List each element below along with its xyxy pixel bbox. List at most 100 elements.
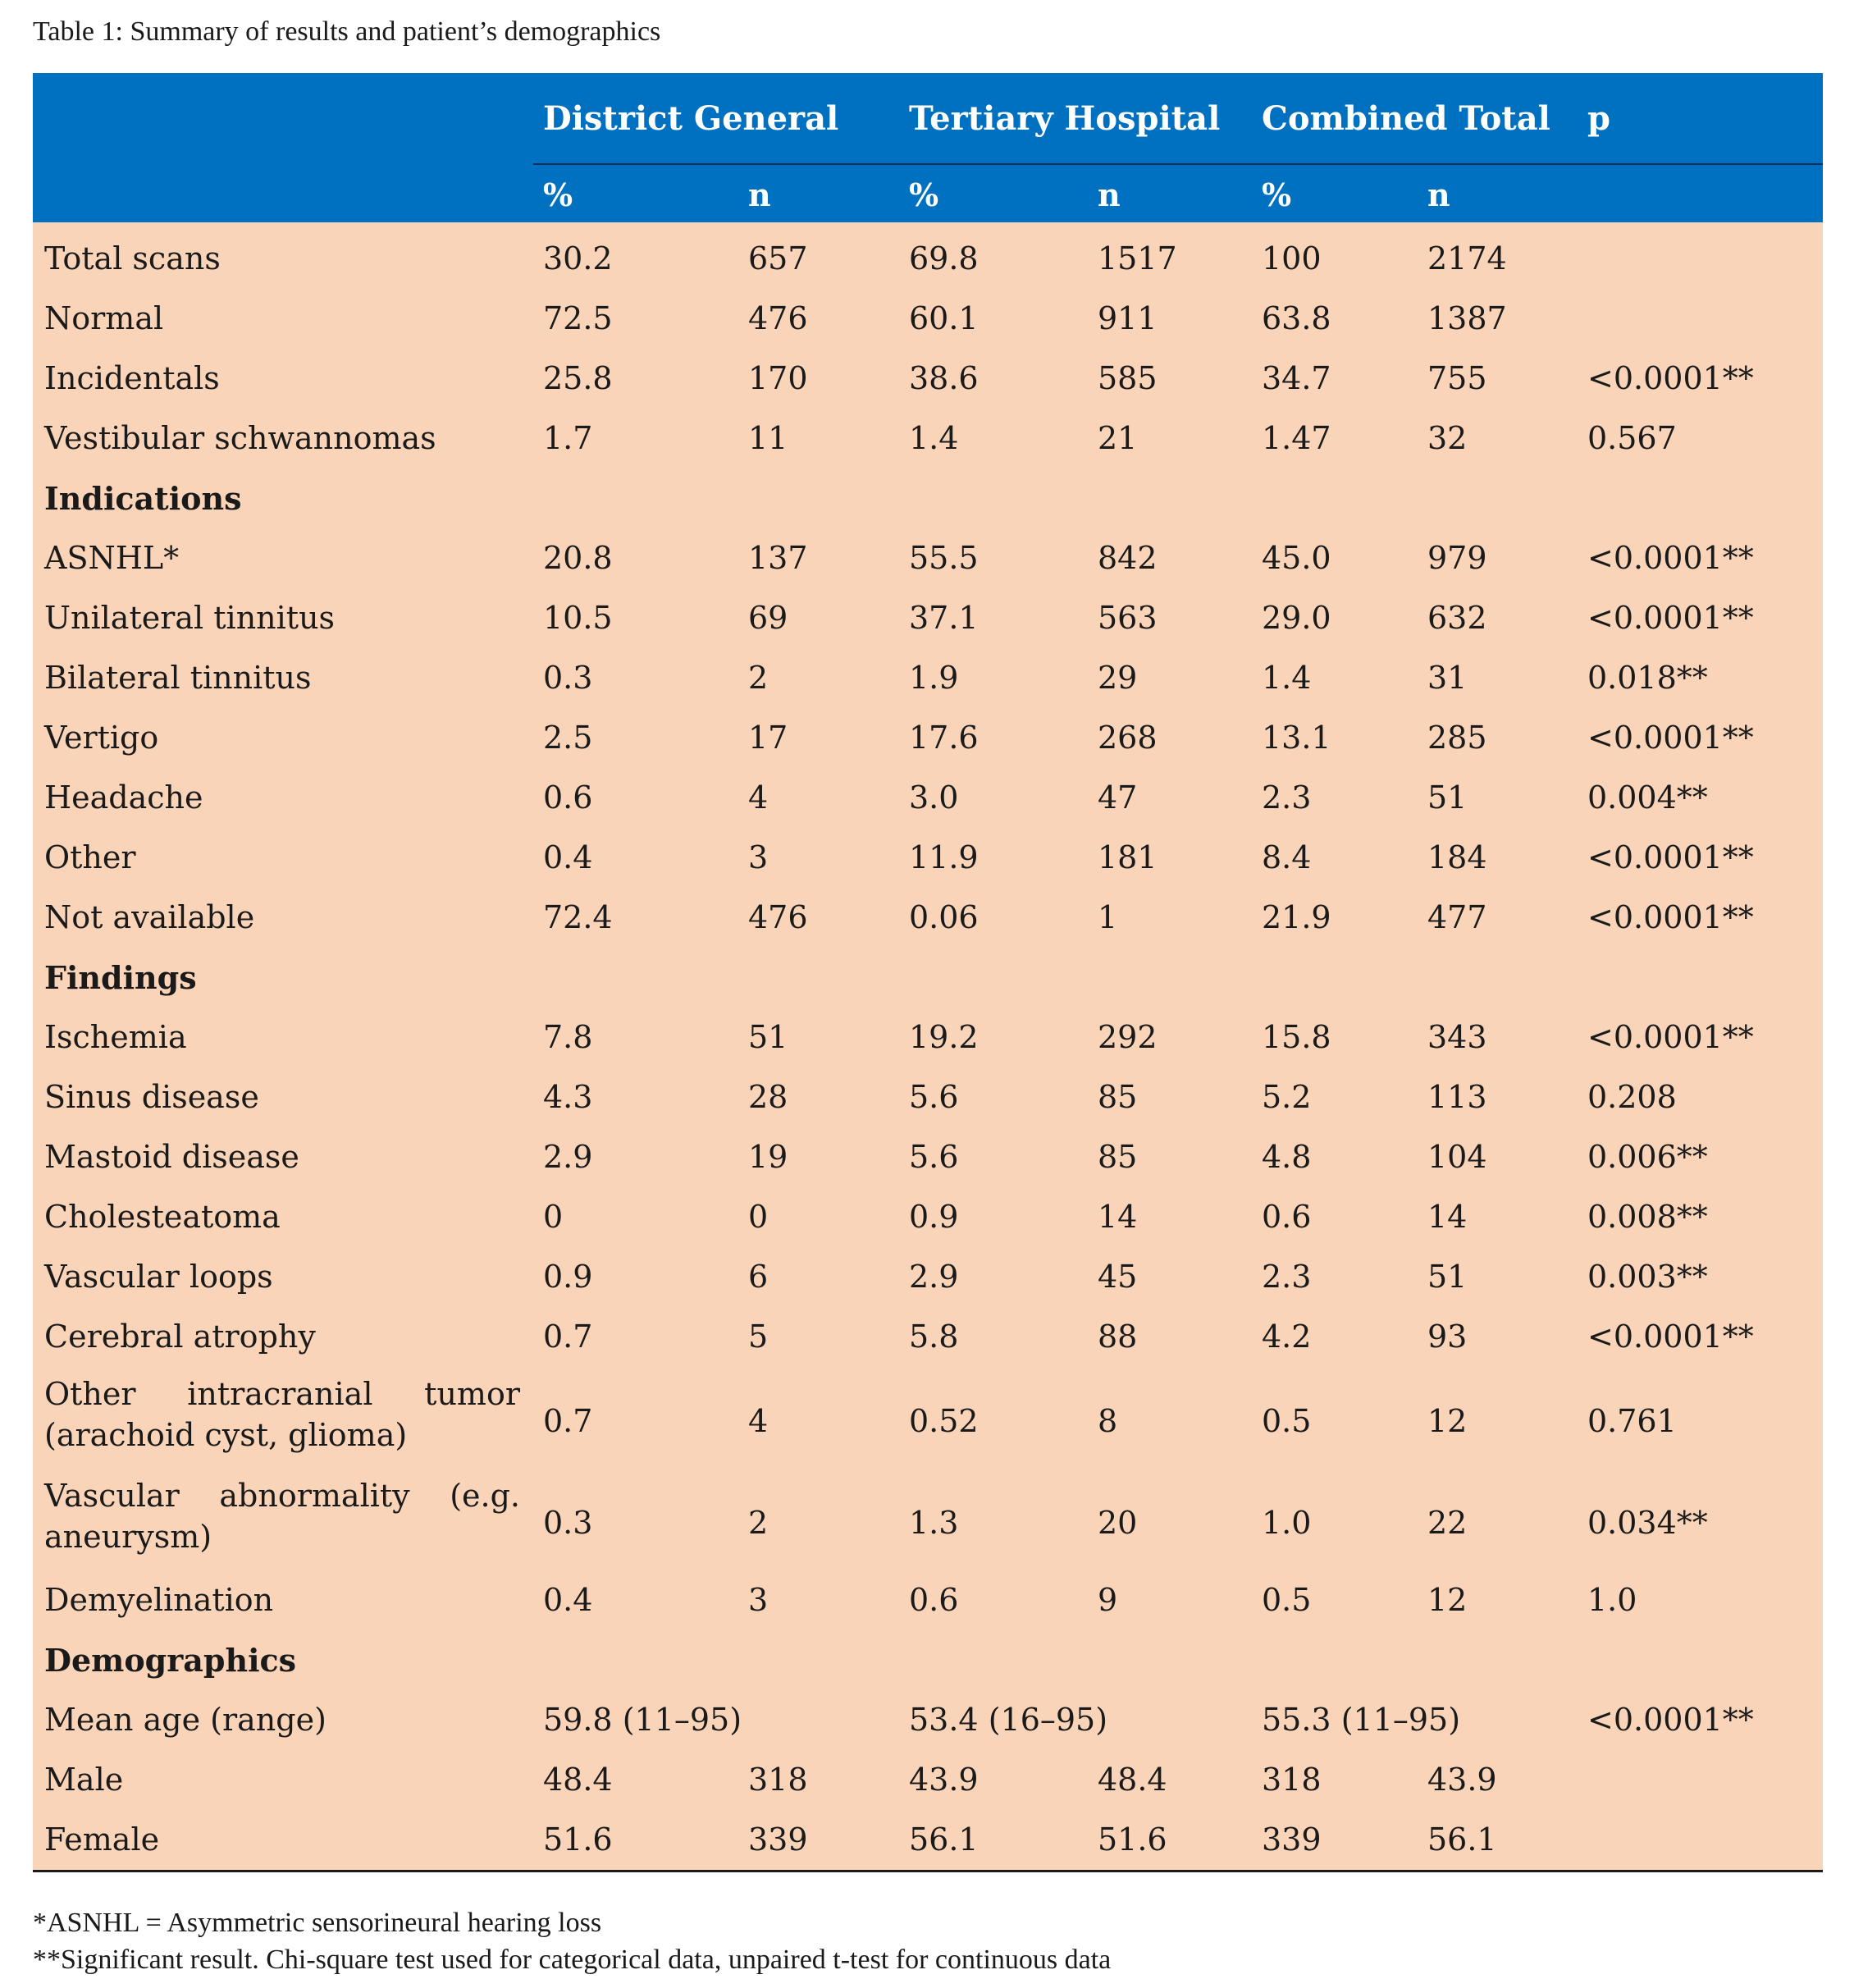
cell-district-pct: 72.5 (543, 300, 613, 336)
table-row: Demyelination 0.4 3 0.6 9 0.5 12 1.0 (33, 1570, 1823, 1630)
cell-combined-pct: 1.4 (1262, 660, 1312, 696)
cell-district-pct: 0.4 (543, 1582, 593, 1618)
cell-combined-n: 979 (1427, 540, 1487, 576)
cell-district-pct: 10.5 (543, 600, 613, 636)
cell-district-pct: 20.8 (543, 540, 613, 576)
section-heading: Findings (44, 959, 197, 996)
cell-tertiary-pct: 0.06 (909, 899, 979, 935)
cell-p-value: <0.0001** (1587, 1318, 1754, 1355)
cell-p-value: 0.208 (1587, 1079, 1677, 1115)
cell-p-value: 1.0 (1587, 1582, 1637, 1618)
cell-combined-n: 51 (1427, 779, 1468, 816)
cell-tertiary-n: 563 (1098, 600, 1158, 636)
cell-tertiary-n: 585 (1098, 360, 1158, 396)
cell-combined-n: 12 (1427, 1582, 1468, 1618)
cell-district-pct: 2.9 (543, 1139, 593, 1175)
cell-p-value: 0.034** (1587, 1505, 1708, 1541)
row-label: Incidentals (44, 360, 220, 396)
cell-tertiary-n: 8 (1098, 1403, 1118, 1439)
results-table: District General Tertiary Hospital Combi… (33, 73, 1823, 1872)
cell-combined-pct: 34.7 (1262, 360, 1331, 396)
cell-district-n: 170 (748, 360, 808, 396)
cell-combined-n: 12 (1427, 1403, 1468, 1439)
cell-tertiary-pct: 5.6 (909, 1079, 959, 1115)
row-label-word: Vascular (44, 1478, 180, 1514)
cell-district-pct: 51.6 (543, 1821, 613, 1858)
row-label-line: aneurysm) (44, 1519, 212, 1555)
cell-combined-pct: 5.2 (1262, 1079, 1312, 1115)
row-label: Demyelination (44, 1582, 274, 1618)
table-row: Vascular abnormality (e.g. aneurysm) 0.3 2 1.3… (33, 1469, 1823, 1570)
cell-tertiary-pct: 11.9 (909, 839, 979, 875)
cell-p-value: <0.0001** (1587, 839, 1754, 875)
cell-p-value: 0.008** (1587, 1199, 1708, 1235)
cell-p-value: <0.0001** (1587, 540, 1754, 576)
cell-district-n: 11 (748, 420, 788, 456)
row-label: Total scans (44, 240, 221, 276)
row-label-word: intracranial (187, 1376, 373, 1412)
cell-tertiary-n: 85 (1098, 1139, 1138, 1175)
subheader-percent: % (909, 176, 939, 213)
row-label: Vertigo (44, 720, 159, 756)
cell-combined-pct: 100 (1262, 240, 1322, 276)
row-label: Other (44, 839, 136, 875)
table-row: Ischemia 7.8 51 19.2 292 15.8 343 <0.0001** (33, 1008, 1823, 1067)
table-row: Unilateral tinnitus 10.5 69 37.1 563 29.0 632 <… (33, 588, 1823, 648)
cell-district-n: 28 (748, 1079, 788, 1115)
cell-district-n: 19 (748, 1139, 788, 1175)
cell-tertiary-n: 48.4 (1098, 1762, 1167, 1798)
cell-tertiary-n: 292 (1098, 1019, 1158, 1055)
table-bottom-rule (33, 1870, 1823, 1872)
row-label: Unilateral tinnitus (44, 600, 336, 636)
row-label-line: Vascular abnormality (e.g. (44, 1475, 520, 1516)
cell-tertiary-pct: 37.1 (909, 600, 979, 636)
table-row: Other intracranial tumor (arachoid cyst, gl… (33, 1367, 1823, 1469)
cell-tertiary-pct: 55.5 (909, 540, 979, 576)
cell-district-pct: 25.8 (543, 360, 613, 396)
cell-combined-pct: 15.8 (1262, 1019, 1331, 1055)
table-row: Sinus disease 4.3 28 5.6 85 5.2 113 0.208 (33, 1067, 1823, 1127)
cell-tertiary-pct: 3.0 (909, 779, 959, 816)
section-heading: Indications (44, 480, 242, 517)
cell-district-n: 5 (748, 1318, 769, 1355)
cell-district-n: 4 (748, 1403, 769, 1439)
row-label-word: Other (44, 1376, 136, 1412)
header-divider (533, 163, 1823, 165)
table-row: Total scans 30.2 657 69.8 1517 100 2174 (33, 229, 1823, 289)
cell-p-value: <0.0001** (1587, 720, 1754, 756)
cell-tertiary-pct: 5.8 (909, 1318, 959, 1355)
cell-tertiary-pct: 60.1 (909, 300, 979, 336)
table-body-padding (33, 222, 1823, 229)
row-label: Bilateral tinnitus (44, 660, 312, 696)
row-label: Cerebral atrophy (44, 1318, 316, 1355)
cell-combined-pct: 1.0 (1262, 1505, 1312, 1541)
row-label-word: (e.g. (450, 1478, 520, 1514)
cell-tertiary-n: 14 (1098, 1199, 1138, 1235)
cell-p-value: <0.0001** (1587, 899, 1754, 935)
cell-combined-n: 14 (1427, 1199, 1468, 1235)
cell-combined-n: 2174 (1427, 240, 1507, 276)
header-group-row: District General Tertiary Hospital Combi… (33, 73, 1823, 165)
cell-p-value: 0.006** (1587, 1139, 1708, 1175)
table-header: District General Tertiary Hospital Combi… (33, 73, 1823, 222)
cell-tertiary-pct: 5.6 (909, 1139, 959, 1175)
cell-combined-pct: 4.2 (1262, 1318, 1312, 1355)
row-label: Other intracranial tumor (arachoid cyst, gl… (44, 1373, 520, 1456)
cell-tertiary-pct: 1.4 (909, 420, 959, 456)
row-label: Sinus disease (44, 1079, 259, 1115)
header-tertiary-hospital: Tertiary Hospital (909, 99, 1221, 138)
table-row: Cholesteatoma 0 0 0.9 14 0.6 14 0.008** (33, 1187, 1823, 1247)
cell-combined-pct: 1.47 (1262, 420, 1331, 456)
cell-district-n: 6 (748, 1259, 769, 1295)
cell-tertiary-pct: 19.2 (909, 1019, 979, 1055)
cell-p-value: <0.0001** (1587, 1702, 1754, 1738)
cell-tertiary-pct: 69.8 (909, 240, 979, 276)
cell-tertiary-pct: 0.52 (909, 1403, 979, 1439)
row-label: Headache (44, 779, 203, 816)
cell-district-pct: 1.7 (543, 420, 593, 456)
table-row: Vestibular schwannomas 1.7 11 1.4 21 1.47 32 0.… (33, 409, 1823, 468)
cell-tertiary-n: 29 (1098, 660, 1138, 696)
footnote-asnhl: *ASNHL = Asymmetric sensorineural hearin… (33, 1908, 602, 1938)
cell-district-pct: 2.5 (543, 720, 593, 756)
cell-district-n: 3 (748, 839, 769, 875)
